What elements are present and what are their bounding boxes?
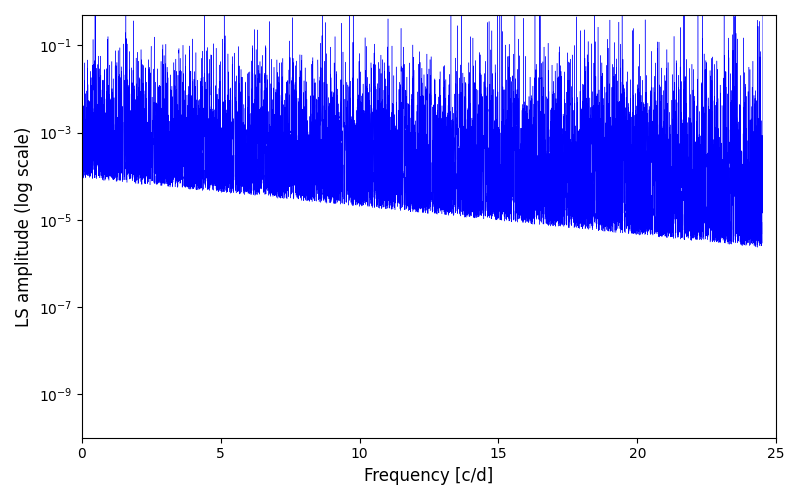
X-axis label: Frequency [c/d]: Frequency [c/d] <box>364 467 494 485</box>
Y-axis label: LS amplitude (log scale): LS amplitude (log scale) <box>15 126 33 326</box>
